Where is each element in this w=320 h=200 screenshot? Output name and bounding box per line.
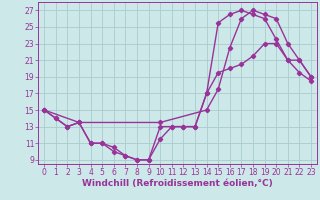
X-axis label: Windchill (Refroidissement éolien,°C): Windchill (Refroidissement éolien,°C) — [82, 179, 273, 188]
